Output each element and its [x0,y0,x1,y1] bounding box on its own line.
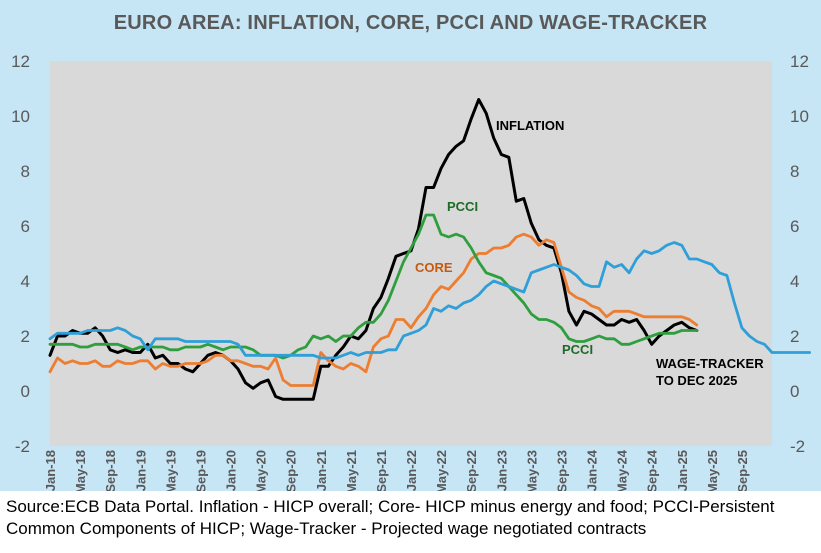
x-tick-label: Jan-18 [43,450,58,491]
wage-line [48,241,811,360]
x-tick-label: Jan-23 [494,450,509,491]
y-tick-left: 6 [21,217,30,236]
x-tick-label: Jan-25 [675,450,690,491]
x-tick-label: Sep-23 [554,450,569,491]
x-tick-label: May-22 [434,450,449,491]
core-line [48,232,699,387]
source-note: Source:ECB Data Portal. Inflation - HICP… [6,497,775,538]
core-label: CORE [415,260,453,275]
chart-title: EURO AREA: INFLATION, CORE, PCCI AND WAG… [113,12,708,34]
x-tick-label: May-21 [344,450,359,491]
x-tick-label: Sep-21 [374,450,389,491]
x-tick-label: May-23 [524,450,539,491]
x-axis: Jan-18 May-18 Sep-18 Jan-19 May-19 Sep-19 Jan-… [43,449,750,491]
chart-area: EURO AREA: INFLATION, CORE, PCCI AND WAG… [0,0,821,491]
pcci-label-secondary: PCCI [562,342,593,357]
x-tick-label: Jan-19 [133,450,148,491]
x-tick-label: Jan-24 [585,449,600,491]
x-tick-label: May-20 [254,450,269,491]
y-tick-left: 10 [11,107,30,126]
x-tick-label: Jan-22 [404,450,419,491]
line-chart: -2 0 2 4 6 8 10 12 -2 0 2 4 6 8 10 12 Jan-18 May-18 Sep-… [11,52,811,491]
x-tick-label: Sep-19 [193,450,208,491]
series-group [48,98,811,401]
y-tick-right: 2 [790,327,799,346]
y-tick-right: 6 [790,217,799,236]
x-tick-label: Sep-20 [284,450,299,491]
x-tick-label: Jan-21 [314,450,329,491]
pcci-label: PCCI [447,199,478,214]
x-tick-label: Jan-20 [224,450,239,491]
x-tick-label: Sep-24 [645,449,660,491]
y-tick-left: 12 [11,52,30,71]
y-tick-left: 4 [21,272,30,291]
y-tick-left: 0 [21,382,30,401]
inflation-line [48,98,699,401]
y-tick-right: 4 [790,272,799,291]
plot-area [50,61,772,446]
x-tick-label: May-24 [615,449,630,491]
wage-label-line: WAGE-TRACKER [656,356,764,371]
y-tick-left: 2 [21,327,30,346]
wage-label: WAGE-TRACKER TO DEC 2025 [656,356,764,388]
y-tick-right: 0 [790,382,799,401]
x-tick-label: May-19 [163,450,178,491]
x-tick-label: Sep-22 [464,450,479,491]
wage-label-line: TO DEC 2025 [656,373,737,388]
series-labels: INFLATION CORE PCCI WAGE-TRACKER TO DEC 2025… [415,118,764,388]
y-tick-right: 12 [790,52,809,71]
y-tick-left: 8 [21,162,30,181]
y-tick-right: 10 [790,107,809,126]
x-tick-label: May-25 [705,450,720,491]
y-tick-right: -2 [790,437,805,456]
x-tick-label: Sep-18 [103,450,118,491]
inflation-label: INFLATION [496,118,564,133]
x-tick-label: May-18 [73,450,88,491]
pcci-line [48,213,699,360]
y-tick-right: 8 [790,162,799,181]
y-tick-left: -2 [15,437,30,456]
y-axis-right: -2 0 2 4 6 8 10 12 [790,52,809,456]
x-tick-label: Sep-25 [735,450,750,491]
y-axis-left: -2 0 2 4 6 8 10 12 [11,52,30,456]
